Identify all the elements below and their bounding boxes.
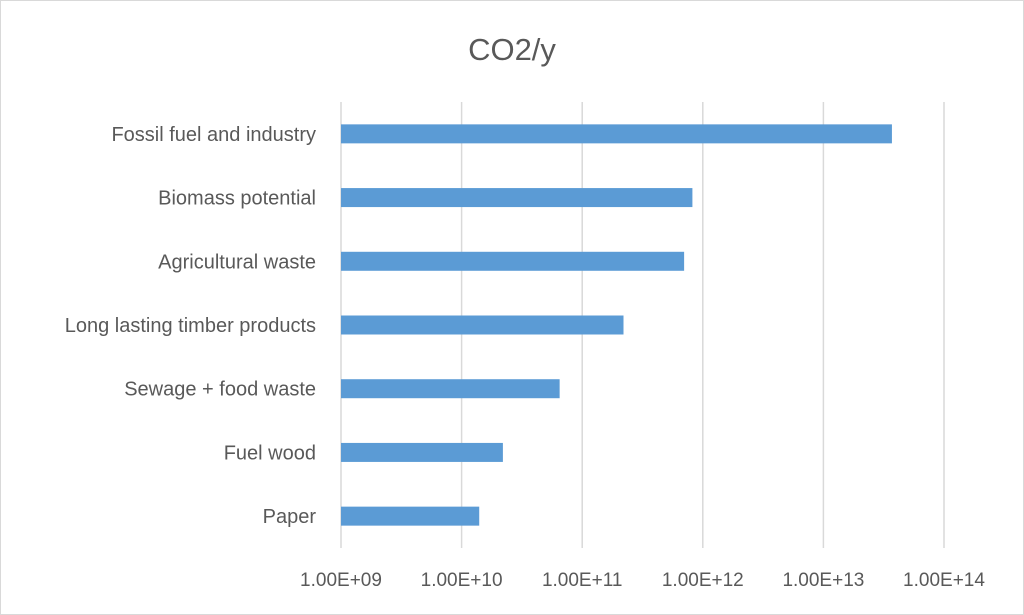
category-label: Biomass potential: [158, 188, 316, 210]
bar: [341, 251, 685, 271]
category-label: Agricultural waste: [158, 251, 316, 273]
x-tick-label: 1.00E+10: [421, 570, 503, 591]
x-tick-label: 1.00E+13: [782, 570, 864, 591]
category-label: Paper: [263, 506, 317, 528]
gridlines: [340, 102, 945, 548]
category-label: Long lasting timber products: [65, 315, 316, 337]
category-label: Sewage + food waste: [124, 379, 316, 401]
category-label: Fuel wood: [224, 442, 316, 464]
x-tick-label: 1.00E+11: [542, 570, 622, 591]
bar: [341, 379, 560, 399]
x-tick-label: 1.00E+12: [662, 570, 744, 591]
chart-title: CO2/y: [468, 32, 556, 67]
category-label: Fossil fuel and industry: [111, 124, 316, 146]
bars: [341, 124, 892, 526]
bar: [341, 124, 892, 144]
bar: [341, 506, 480, 526]
x-tick-label: 1.00E+14: [903, 570, 985, 591]
bar: [341, 188, 693, 208]
bar: [341, 315, 624, 335]
category-labels: Fossil fuel and industry Biomass potentia…: [65, 124, 317, 528]
bar: [341, 442, 503, 462]
x-axis-tick-labels: 1.00E+09 1.00E+10 1.00E+11 1.00E+12 1.00E+13…: [300, 570, 985, 591]
x-tick-label: 1.00E+09: [300, 570, 382, 591]
